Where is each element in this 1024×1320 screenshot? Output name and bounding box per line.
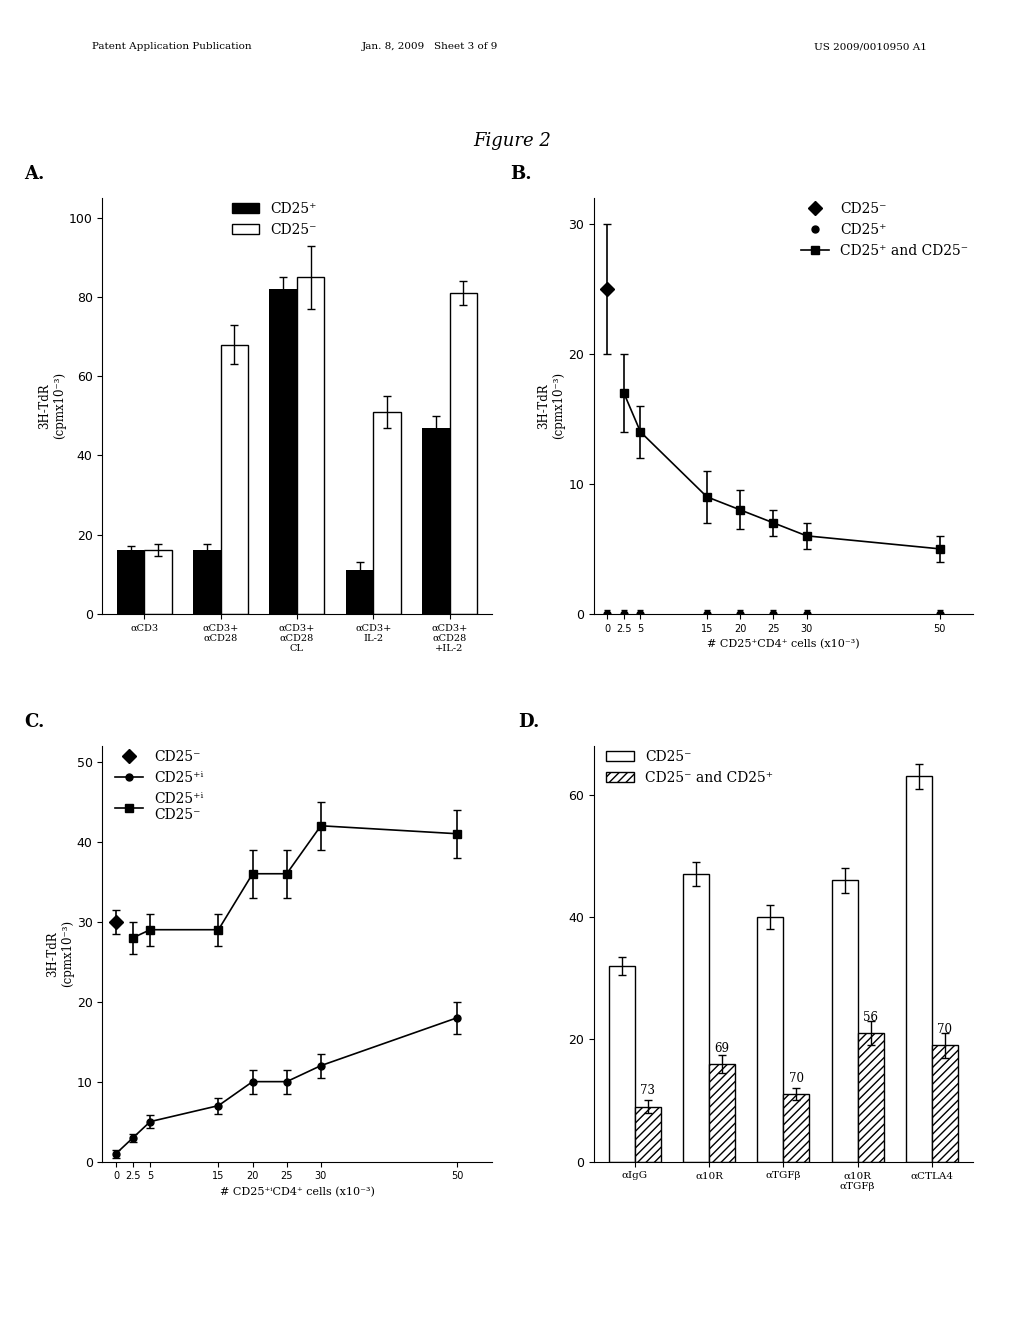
Bar <box>450 293 477 614</box>
Bar <box>374 412 400 614</box>
Y-axis label: 3H-TdR
(cpmx10⁻³): 3H-TdR (cpmx10⁻³) <box>538 372 565 440</box>
Bar <box>635 1106 660 1162</box>
Text: Figure 2: Figure 2 <box>473 132 551 150</box>
Text: Patent Application Publication: Patent Application Publication <box>92 42 252 51</box>
Bar <box>932 1045 957 1162</box>
Legend: CD25⁻, CD25⁺ⁱ, CD25⁺ⁱ
CD25⁻: CD25⁻, CD25⁺ⁱ, CD25⁺ⁱ CD25⁻ <box>110 744 209 828</box>
Bar <box>906 776 932 1162</box>
Text: 56: 56 <box>863 1011 879 1024</box>
Bar <box>194 550 220 614</box>
Text: B.: B. <box>511 165 532 182</box>
Bar <box>831 880 858 1162</box>
Text: 70: 70 <box>937 1023 952 1036</box>
Text: US 2009/0010950 A1: US 2009/0010950 A1 <box>814 42 927 51</box>
X-axis label: # CD25⁺ⁱCD4⁺ cells (x10⁻³): # CD25⁺ⁱCD4⁺ cells (x10⁻³) <box>219 1187 375 1197</box>
Text: D.: D. <box>518 713 540 730</box>
Bar <box>297 277 325 614</box>
Legend: CD25⁻, CD25⁺, CD25⁺ and CD25⁻: CD25⁻, CD25⁺, CD25⁺ and CD25⁻ <box>796 197 974 264</box>
Y-axis label: 3H-TdR
(cpmx10⁻³): 3H-TdR (cpmx10⁻³) <box>46 920 74 987</box>
Text: Jan. 8, 2009   Sheet 3 of 9: Jan. 8, 2009 Sheet 3 of 9 <box>361 42 499 51</box>
Bar <box>709 1064 735 1162</box>
Bar <box>346 570 374 614</box>
Text: 73: 73 <box>640 1085 655 1097</box>
X-axis label: # CD25⁺CD4⁺ cells (x10⁻³): # CD25⁺CD4⁺ cells (x10⁻³) <box>707 639 860 649</box>
Bar <box>609 966 635 1162</box>
Y-axis label: 3H-TdR
(cpmx10⁻³): 3H-TdR (cpmx10⁻³) <box>38 372 66 440</box>
Bar <box>269 289 297 614</box>
Bar <box>683 874 709 1162</box>
Legend: CD25⁻, CD25⁻ and CD25⁺: CD25⁻, CD25⁻ and CD25⁺ <box>601 744 779 791</box>
Text: C.: C. <box>25 713 45 730</box>
Bar <box>758 917 783 1162</box>
Text: 69: 69 <box>715 1041 729 1055</box>
Bar <box>783 1094 809 1162</box>
Text: 70: 70 <box>788 1072 804 1085</box>
Bar <box>858 1034 884 1162</box>
Bar <box>220 345 248 614</box>
Text: A.: A. <box>25 165 45 182</box>
Legend: CD25⁺, CD25⁻: CD25⁺, CD25⁻ <box>226 197 323 243</box>
Bar <box>117 550 144 614</box>
Bar <box>422 428 450 614</box>
Bar <box>144 550 172 614</box>
